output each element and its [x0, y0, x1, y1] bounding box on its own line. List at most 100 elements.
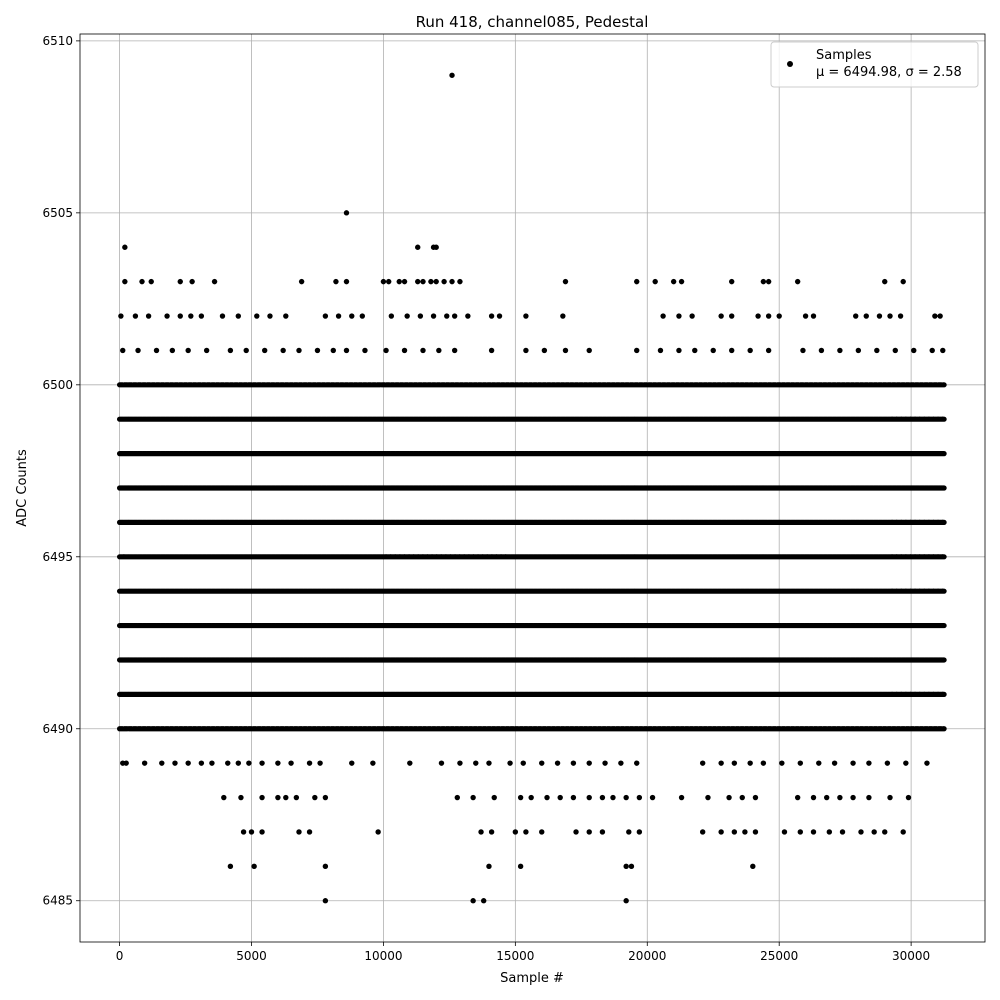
- x-tick-label: 30000: [892, 949, 930, 963]
- sample-point: [203, 347, 210, 354]
- sample-point: [586, 829, 592, 835]
- sample-point: [512, 829, 519, 835]
- sample-point: [177, 278, 183, 285]
- x-tick-label: 15000: [496, 949, 534, 963]
- sample-point: [185, 760, 191, 766]
- sample-point: [718, 313, 724, 319]
- sample-point: [636, 794, 643, 801]
- sample-point: [573, 829, 579, 835]
- sample-point: [132, 313, 139, 319]
- sample-point: [141, 760, 148, 766]
- sample-point: [449, 278, 455, 285]
- sample-point: [396, 278, 402, 285]
- sample-point: [699, 760, 706, 766]
- sample-point: [858, 829, 864, 835]
- sample-point: [863, 313, 869, 319]
- sample-point: [122, 244, 128, 250]
- sample-point: [507, 760, 513, 766]
- sample-point: [420, 278, 426, 285]
- sample-point: [892, 347, 898, 354]
- sample-point: [678, 278, 685, 285]
- sample-point: [874, 347, 880, 354]
- sample-point: [755, 313, 761, 319]
- sample-point: [541, 347, 548, 354]
- sample-point: [855, 347, 862, 354]
- sample-point: [322, 313, 329, 319]
- sample-point: [765, 278, 772, 285]
- sample-point: [267, 313, 273, 319]
- sample-point: [517, 863, 524, 870]
- y-tick-label: 6510: [42, 34, 73, 48]
- sample-point: [623, 794, 629, 801]
- sample-point: [275, 760, 281, 766]
- sample-point: [451, 313, 458, 319]
- sample-point: [676, 347, 682, 354]
- sample-point: [470, 794, 476, 801]
- sample-point: [401, 278, 408, 285]
- sample-point: [570, 794, 577, 801]
- sample-point: [227, 863, 234, 870]
- sample-point: [335, 313, 342, 319]
- plot-frame: [79, 33, 986, 943]
- sample-point: [164, 313, 170, 319]
- y-axis-label: ADC Counts: [15, 449, 30, 527]
- sample-point: [188, 313, 194, 319]
- sample-point: [932, 313, 938, 319]
- y-tick-label: 6485: [42, 894, 73, 908]
- sample-point: [362, 347, 368, 354]
- sample-point: [905, 794, 912, 801]
- sample-point: [660, 313, 666, 319]
- sample-point: [676, 313, 682, 319]
- x-tick-label: 10000: [364, 949, 402, 963]
- sample-point: [259, 794, 265, 801]
- sample-point: [386, 278, 392, 285]
- sample-point: [924, 760, 930, 766]
- sample-point: [172, 760, 178, 766]
- sample-point: [225, 760, 231, 766]
- sample-point: [940, 347, 946, 354]
- sample-point: [586, 760, 592, 766]
- x-axis-label: Sample #: [500, 971, 564, 986]
- sample-point: [586, 347, 592, 354]
- x-tick-label: 5000: [236, 949, 267, 963]
- sample-point: [618, 760, 624, 766]
- sample-point: [623, 898, 629, 904]
- sample-point: [227, 347, 234, 354]
- sample-point: [407, 760, 413, 766]
- sample-point: [251, 863, 257, 870]
- sample-point: [747, 347, 753, 354]
- sample-point: [528, 794, 534, 801]
- sample-point: [903, 760, 909, 766]
- sample-point: [794, 278, 801, 285]
- sample-point: [465, 313, 471, 319]
- sample-point: [243, 347, 249, 354]
- sample-point: [333, 278, 339, 285]
- sample-point: [488, 347, 495, 354]
- sample-point: [586, 794, 592, 801]
- sample-point: [343, 278, 350, 285]
- sample-point: [118, 313, 124, 319]
- sample-point: [322, 794, 329, 801]
- sample-point: [488, 313, 495, 319]
- x-tick-label: 20000: [628, 949, 666, 963]
- sample-point: [781, 829, 788, 835]
- sample-point: [634, 278, 640, 285]
- sample-point: [729, 313, 735, 319]
- sample-point: [314, 347, 321, 354]
- sample-point: [760, 278, 767, 285]
- sample-point: [554, 760, 561, 766]
- sample-point: [831, 760, 838, 766]
- sample-point: [699, 829, 706, 835]
- sample-point: [317, 760, 323, 766]
- sample-point: [810, 794, 817, 801]
- sample-point: [221, 794, 227, 801]
- sample-point: [246, 760, 252, 766]
- sample-point: [897, 313, 904, 319]
- sample-point: [185, 347, 191, 354]
- sample-point: [818, 347, 825, 354]
- sample-point: [657, 347, 664, 354]
- sample-point: [451, 347, 458, 354]
- legend-stats: μ = 6494.98, σ = 2.58: [816, 65, 962, 80]
- sample-point: [296, 829, 302, 835]
